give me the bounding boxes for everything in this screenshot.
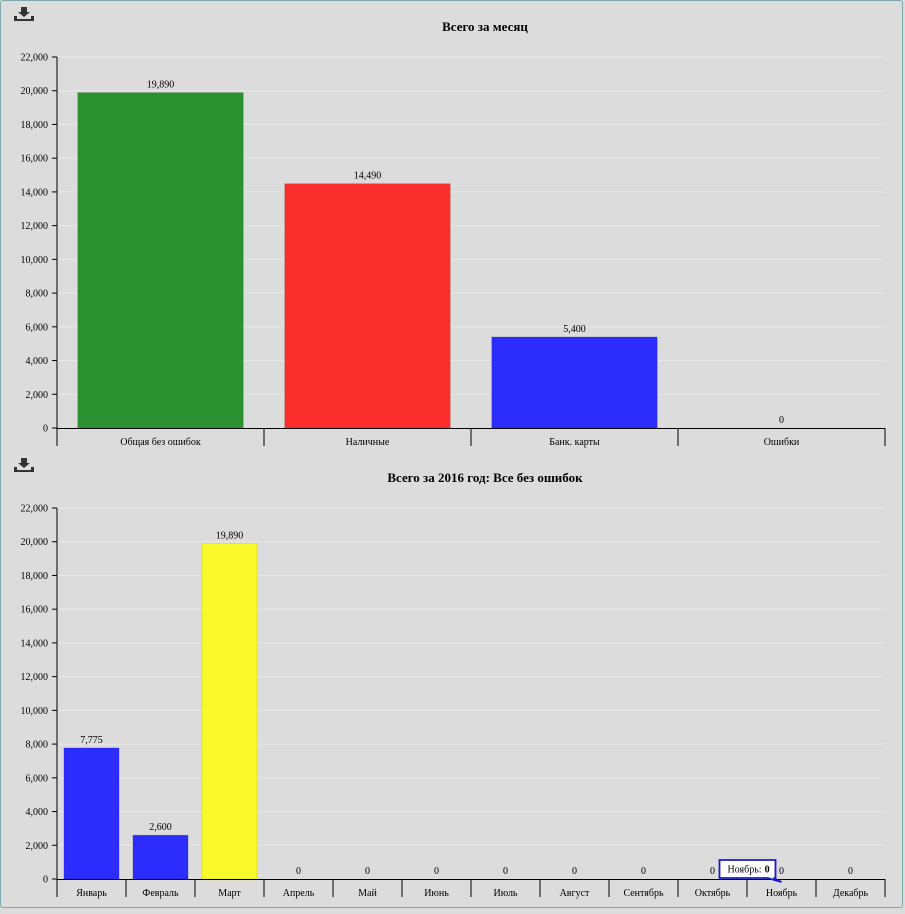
data-label: 7,775 — [80, 735, 103, 746]
x-tick-label: Февраль — [142, 888, 179, 899]
y-tick-label: 0 — [43, 424, 48, 435]
download-icon[interactable] — [13, 457, 35, 473]
y-tick-label: 20,000 — [21, 537, 49, 548]
tooltip: Ноябрь: 0 — [718, 859, 782, 883]
x-tick-label: Банк. карты — [549, 437, 600, 448]
data-label: 0 — [434, 866, 439, 877]
y-tick-label: 10,000 — [21, 706, 49, 717]
y-tick-label: 2,000 — [26, 390, 49, 401]
x-tick-label: Май — [358, 888, 377, 899]
bar[interactable] — [77, 92, 244, 429]
data-label: 0 — [779, 415, 784, 426]
chart-title: Всего за месяц — [442, 19, 528, 34]
y-tick-label: 18,000 — [21, 571, 49, 582]
y-tick-label: 6,000 — [26, 322, 49, 333]
y-tick-label: 8,000 — [26, 740, 49, 751]
bar[interactable] — [201, 543, 258, 880]
x-tick-label: Январь — [76, 888, 107, 899]
x-tick-label: Наличные — [346, 437, 390, 448]
y-tick-label: 22,000 — [21, 53, 49, 64]
bar[interactable] — [491, 336, 658, 429]
x-tick-label: Апрель — [283, 888, 315, 899]
chart-monthly-total: Всего за месяц 0 2,000 4,000 6,000 8,000 10,00… — [21, 19, 886, 448]
chart-title: Всего за 2016 год: Все без ошибок — [387, 470, 583, 485]
data-label: 0 — [365, 866, 370, 877]
y-tick-label: 20,000 — [21, 86, 49, 97]
y-tick-label: 12,000 — [21, 672, 49, 683]
y-tick-label: 8,000 — [26, 289, 49, 300]
bar[interactable] — [284, 183, 451, 429]
y-tick-label: 12,000 — [21, 221, 49, 232]
x-tick-label: Ошибки — [764, 437, 800, 448]
data-label: 0 — [779, 866, 784, 877]
y-tick-label: 16,000 — [21, 154, 49, 165]
data-label: 5,400 — [563, 324, 586, 335]
y-tick-label: 10,000 — [21, 255, 49, 266]
x-tick-label: Ноябрь — [766, 888, 798, 899]
x-tick-label: Июль — [494, 888, 518, 899]
x-tick-label: Сентябрь — [623, 888, 664, 899]
data-label: 0 — [710, 866, 715, 877]
x-tick-label: Общая без ошибок — [120, 437, 201, 448]
data-label: 0 — [503, 866, 508, 877]
tooltip-category: Ноябрь: — [728, 865, 762, 876]
x-tick-label: Август — [560, 888, 590, 899]
x-tick-label: Июнь — [424, 888, 449, 899]
y-tick-label: 4,000 — [26, 807, 49, 818]
x-tick-label: Декабрь — [833, 888, 869, 899]
y-tick-label: 16,000 — [21, 605, 49, 616]
tooltip-label: Ноябрь: 0 — [728, 865, 770, 876]
data-label: 0 — [848, 866, 853, 877]
y-tick-label: 4,000 — [26, 356, 49, 367]
data-label: 19,890 — [147, 80, 175, 91]
bar[interactable] — [63, 747, 120, 880]
tooltip-box — [718, 859, 782, 883]
bar[interactable] — [132, 834, 189, 880]
tooltip-value: 0 — [765, 865, 770, 876]
data-label: 14,490 — [354, 171, 382, 182]
download-icon[interactable] — [13, 6, 35, 22]
data-label: 19,890 — [216, 531, 244, 542]
y-tick-label: 14,000 — [21, 638, 49, 649]
x-tick-label: Март — [218, 888, 241, 899]
data-label: 2,600 — [149, 822, 172, 833]
y-tick-label: 6,000 — [26, 773, 49, 784]
data-label: 0 — [641, 866, 646, 877]
x-tick-label: Октябрь — [695, 888, 731, 899]
y-tick-label: 22,000 — [21, 504, 49, 515]
y-tick-label: 0 — [43, 875, 48, 886]
data-label: 0 — [572, 866, 577, 877]
data-label: 0 — [296, 866, 301, 877]
y-tick-label: 18,000 — [21, 120, 49, 131]
y-tick-label: 2,000 — [26, 841, 49, 852]
y-tick-label: 14,000 — [21, 187, 49, 198]
